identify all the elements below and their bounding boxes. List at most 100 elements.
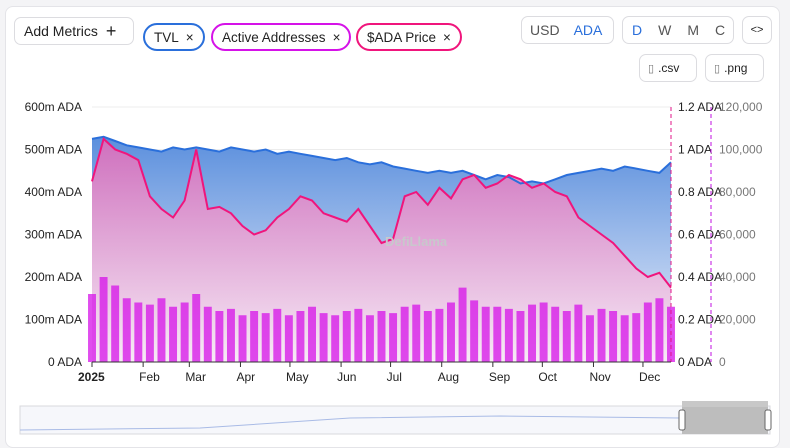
active-addresses-bar xyxy=(562,311,571,362)
slider-top-handle[interactable] xyxy=(682,401,768,407)
active-addresses-bar xyxy=(88,294,96,362)
x-tick-label: Dec xyxy=(639,370,660,384)
x-tick-label: Jul xyxy=(387,370,402,384)
x-tick-label: Oct xyxy=(538,370,557,384)
active-addresses-bar xyxy=(99,277,108,362)
currency-toggle: USD ADA xyxy=(521,16,614,44)
download-csv-button[interactable]: ▯ .csv xyxy=(639,54,697,82)
active-addresses-bar xyxy=(447,302,455,362)
active-addresses-bar xyxy=(319,313,328,362)
active-addresses-bar xyxy=(145,304,154,362)
active-addresses-bar xyxy=(157,298,166,362)
currency-usd[interactable]: USD xyxy=(530,22,560,38)
left-axis-tick: 400m ADA xyxy=(25,185,82,199)
x-tick-label: 2025 xyxy=(78,370,105,384)
active-addresses-bar xyxy=(284,315,293,362)
active-addresses-bar xyxy=(342,311,351,362)
active-addresses-bar xyxy=(308,306,316,362)
close-icon[interactable]: × xyxy=(185,29,194,45)
period-m[interactable]: M xyxy=(687,22,700,38)
minimap-line xyxy=(19,415,681,431)
active-addresses-bar xyxy=(597,308,606,362)
tvl-line xyxy=(91,135,672,185)
active-addresses-bar xyxy=(273,308,282,362)
embed-button[interactable]: <> xyxy=(742,16,772,44)
code-icon: <> xyxy=(750,24,764,36)
x-tick-label: Jun xyxy=(337,370,356,384)
addresses-axis-tick: 120,000 xyxy=(719,100,763,114)
price-axis-tick: 0.2 ADA xyxy=(678,313,722,327)
active-addresses-bar xyxy=(609,311,618,362)
period-d[interactable]: D xyxy=(632,22,643,38)
active-addresses-bar xyxy=(377,311,386,362)
active-addresses-bar xyxy=(620,315,629,362)
active-addresses-bar xyxy=(400,306,409,362)
active-addresses-bar xyxy=(261,313,270,362)
png-label: .png xyxy=(724,61,748,75)
addresses-axis-tick: 0 xyxy=(719,355,726,369)
x-tick-label: May xyxy=(286,370,309,384)
active-addresses-bar xyxy=(365,315,374,362)
active-addresses-bar xyxy=(250,311,259,362)
active-addresses-bar xyxy=(192,294,201,362)
file-icon: ▯ xyxy=(648,62,655,75)
addresses-axis-tick: 40,000 xyxy=(719,270,756,284)
metric-label: Active Addresses xyxy=(222,29,326,45)
active-addresses-bar xyxy=(470,300,479,362)
price-line xyxy=(91,137,672,289)
metric-label: $ADA Price xyxy=(367,29,437,45)
metric-pill-active-addresses[interactable]: Active Addresses × xyxy=(211,23,352,51)
add-metrics-button[interactable]: Add Metrics + xyxy=(14,17,134,45)
period-c[interactable]: C xyxy=(715,22,726,38)
active-addresses-bar xyxy=(516,311,525,362)
active-addresses-bar xyxy=(423,311,432,362)
period-w[interactable]: W xyxy=(658,22,672,38)
price-axis-tick: 1 ADA xyxy=(678,143,712,157)
active-addresses-bar xyxy=(180,302,189,362)
left-axis-tick: 600m ADA xyxy=(25,100,82,114)
download-png-button[interactable]: ▯ .png xyxy=(705,54,764,82)
x-tick-label: Apr xyxy=(236,370,255,384)
x-tick-label: Mar xyxy=(185,370,206,384)
metric-label: TVL xyxy=(154,29,179,45)
active-addresses-bar xyxy=(528,304,537,362)
slider-right-handle[interactable] xyxy=(764,409,772,431)
x-tick-label: Aug xyxy=(438,370,459,384)
left-axis-tick: 300m ADA xyxy=(25,228,82,242)
addresses-axis-tick: 20,000 xyxy=(719,313,756,327)
metric-pill-tvl[interactable]: TVL × xyxy=(143,23,205,51)
x-tick-label: Feb xyxy=(139,370,160,384)
currency-ada[interactable]: ADA xyxy=(573,22,603,38)
active-addresses-bar xyxy=(122,298,131,362)
addresses-axis-tick: 100,000 xyxy=(719,143,763,157)
active-addresses-bar xyxy=(215,311,224,362)
close-icon[interactable]: × xyxy=(332,29,341,45)
active-addresses-bar xyxy=(169,306,178,362)
active-addresses-bar xyxy=(354,308,363,362)
active-addresses-bar xyxy=(111,285,120,362)
x-tick-label: Sep xyxy=(489,370,511,384)
range-slider[interactable] xyxy=(19,401,772,435)
minimap xyxy=(19,405,771,435)
active-addresses-bar xyxy=(504,308,513,362)
active-addresses-bar xyxy=(481,306,490,362)
watermark: DefiLlama xyxy=(385,234,448,249)
active-addresses-bar xyxy=(389,313,398,362)
active-addresses-bar xyxy=(632,313,641,362)
addresses-axis-tick: 80,000 xyxy=(719,185,756,199)
slider-selection[interactable] xyxy=(682,406,768,434)
active-addresses-bar xyxy=(539,302,548,362)
active-addresses-bar xyxy=(238,315,247,362)
active-addresses-bar xyxy=(574,304,583,362)
active-addresses-bar xyxy=(203,306,212,362)
file-icon: ▯ xyxy=(714,62,721,75)
active-addresses-bar xyxy=(331,315,340,362)
close-icon[interactable]: × xyxy=(443,29,451,45)
x-tick-label: Nov xyxy=(589,370,610,384)
slider-left-handle[interactable] xyxy=(678,409,686,431)
active-addresses-bar xyxy=(655,298,664,362)
active-addresses-bar xyxy=(493,306,502,362)
metric-pill-ada-price[interactable]: $ADA Price × xyxy=(356,23,462,51)
active-addresses-bar xyxy=(551,306,560,362)
